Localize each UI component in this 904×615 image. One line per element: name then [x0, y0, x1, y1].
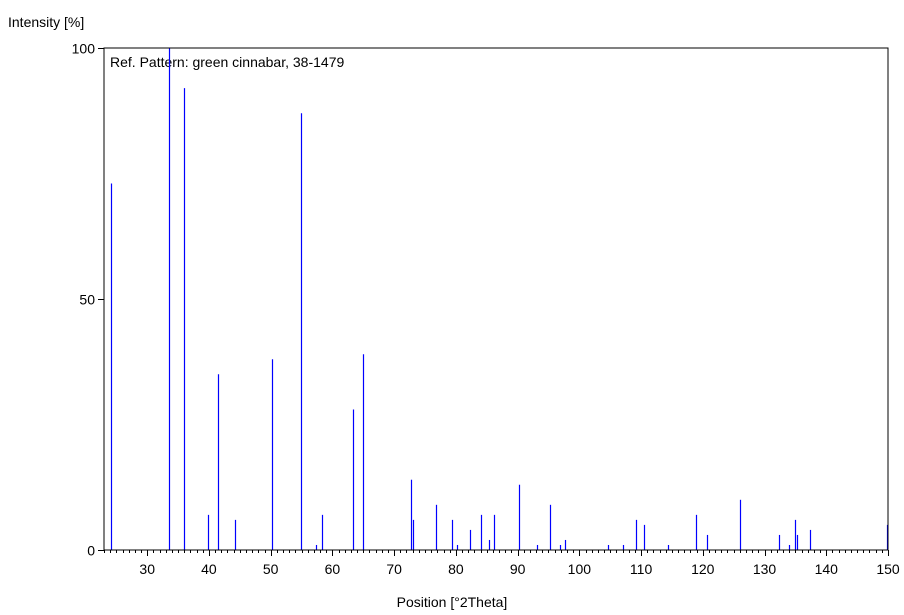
y-tick-label: 0	[87, 543, 95, 559]
x-tick-label: 30	[139, 561, 155, 577]
y-axis: 0 50 100	[72, 41, 104, 559]
x-tick-label: 60	[325, 561, 341, 577]
y-tick-label: 100	[72, 41, 96, 57]
x-tick-label: 130	[753, 561, 777, 577]
x-tick-label: 90	[510, 561, 526, 577]
x-tick-label: 120	[691, 561, 715, 577]
x-tick-label: 140	[815, 561, 839, 577]
x-tick-label: 110	[630, 561, 653, 577]
x-axis: 30 40 50 60 70 80 90 100 110 120 130 140 150	[104, 550, 900, 577]
x-tick-label: 80	[448, 561, 464, 577]
x-tick-label: 50	[263, 561, 279, 577]
peak-bars	[110, 48, 889, 550]
y-tick-label: 50	[79, 292, 95, 308]
x-tick-label: 100	[568, 561, 592, 577]
x-tick-label: 70	[386, 561, 402, 577]
x-axis-label: Position [°2Theta]	[396, 594, 508, 610]
plot-frame	[103, 47, 889, 551]
x-tick-label: 150	[876, 561, 900, 577]
chart-title: Ref. Pattern: green cinnabar, 38-1479	[110, 54, 345, 70]
x-tick-label: 40	[201, 561, 217, 577]
y-axis-label: Intensity [%]	[8, 14, 85, 30]
